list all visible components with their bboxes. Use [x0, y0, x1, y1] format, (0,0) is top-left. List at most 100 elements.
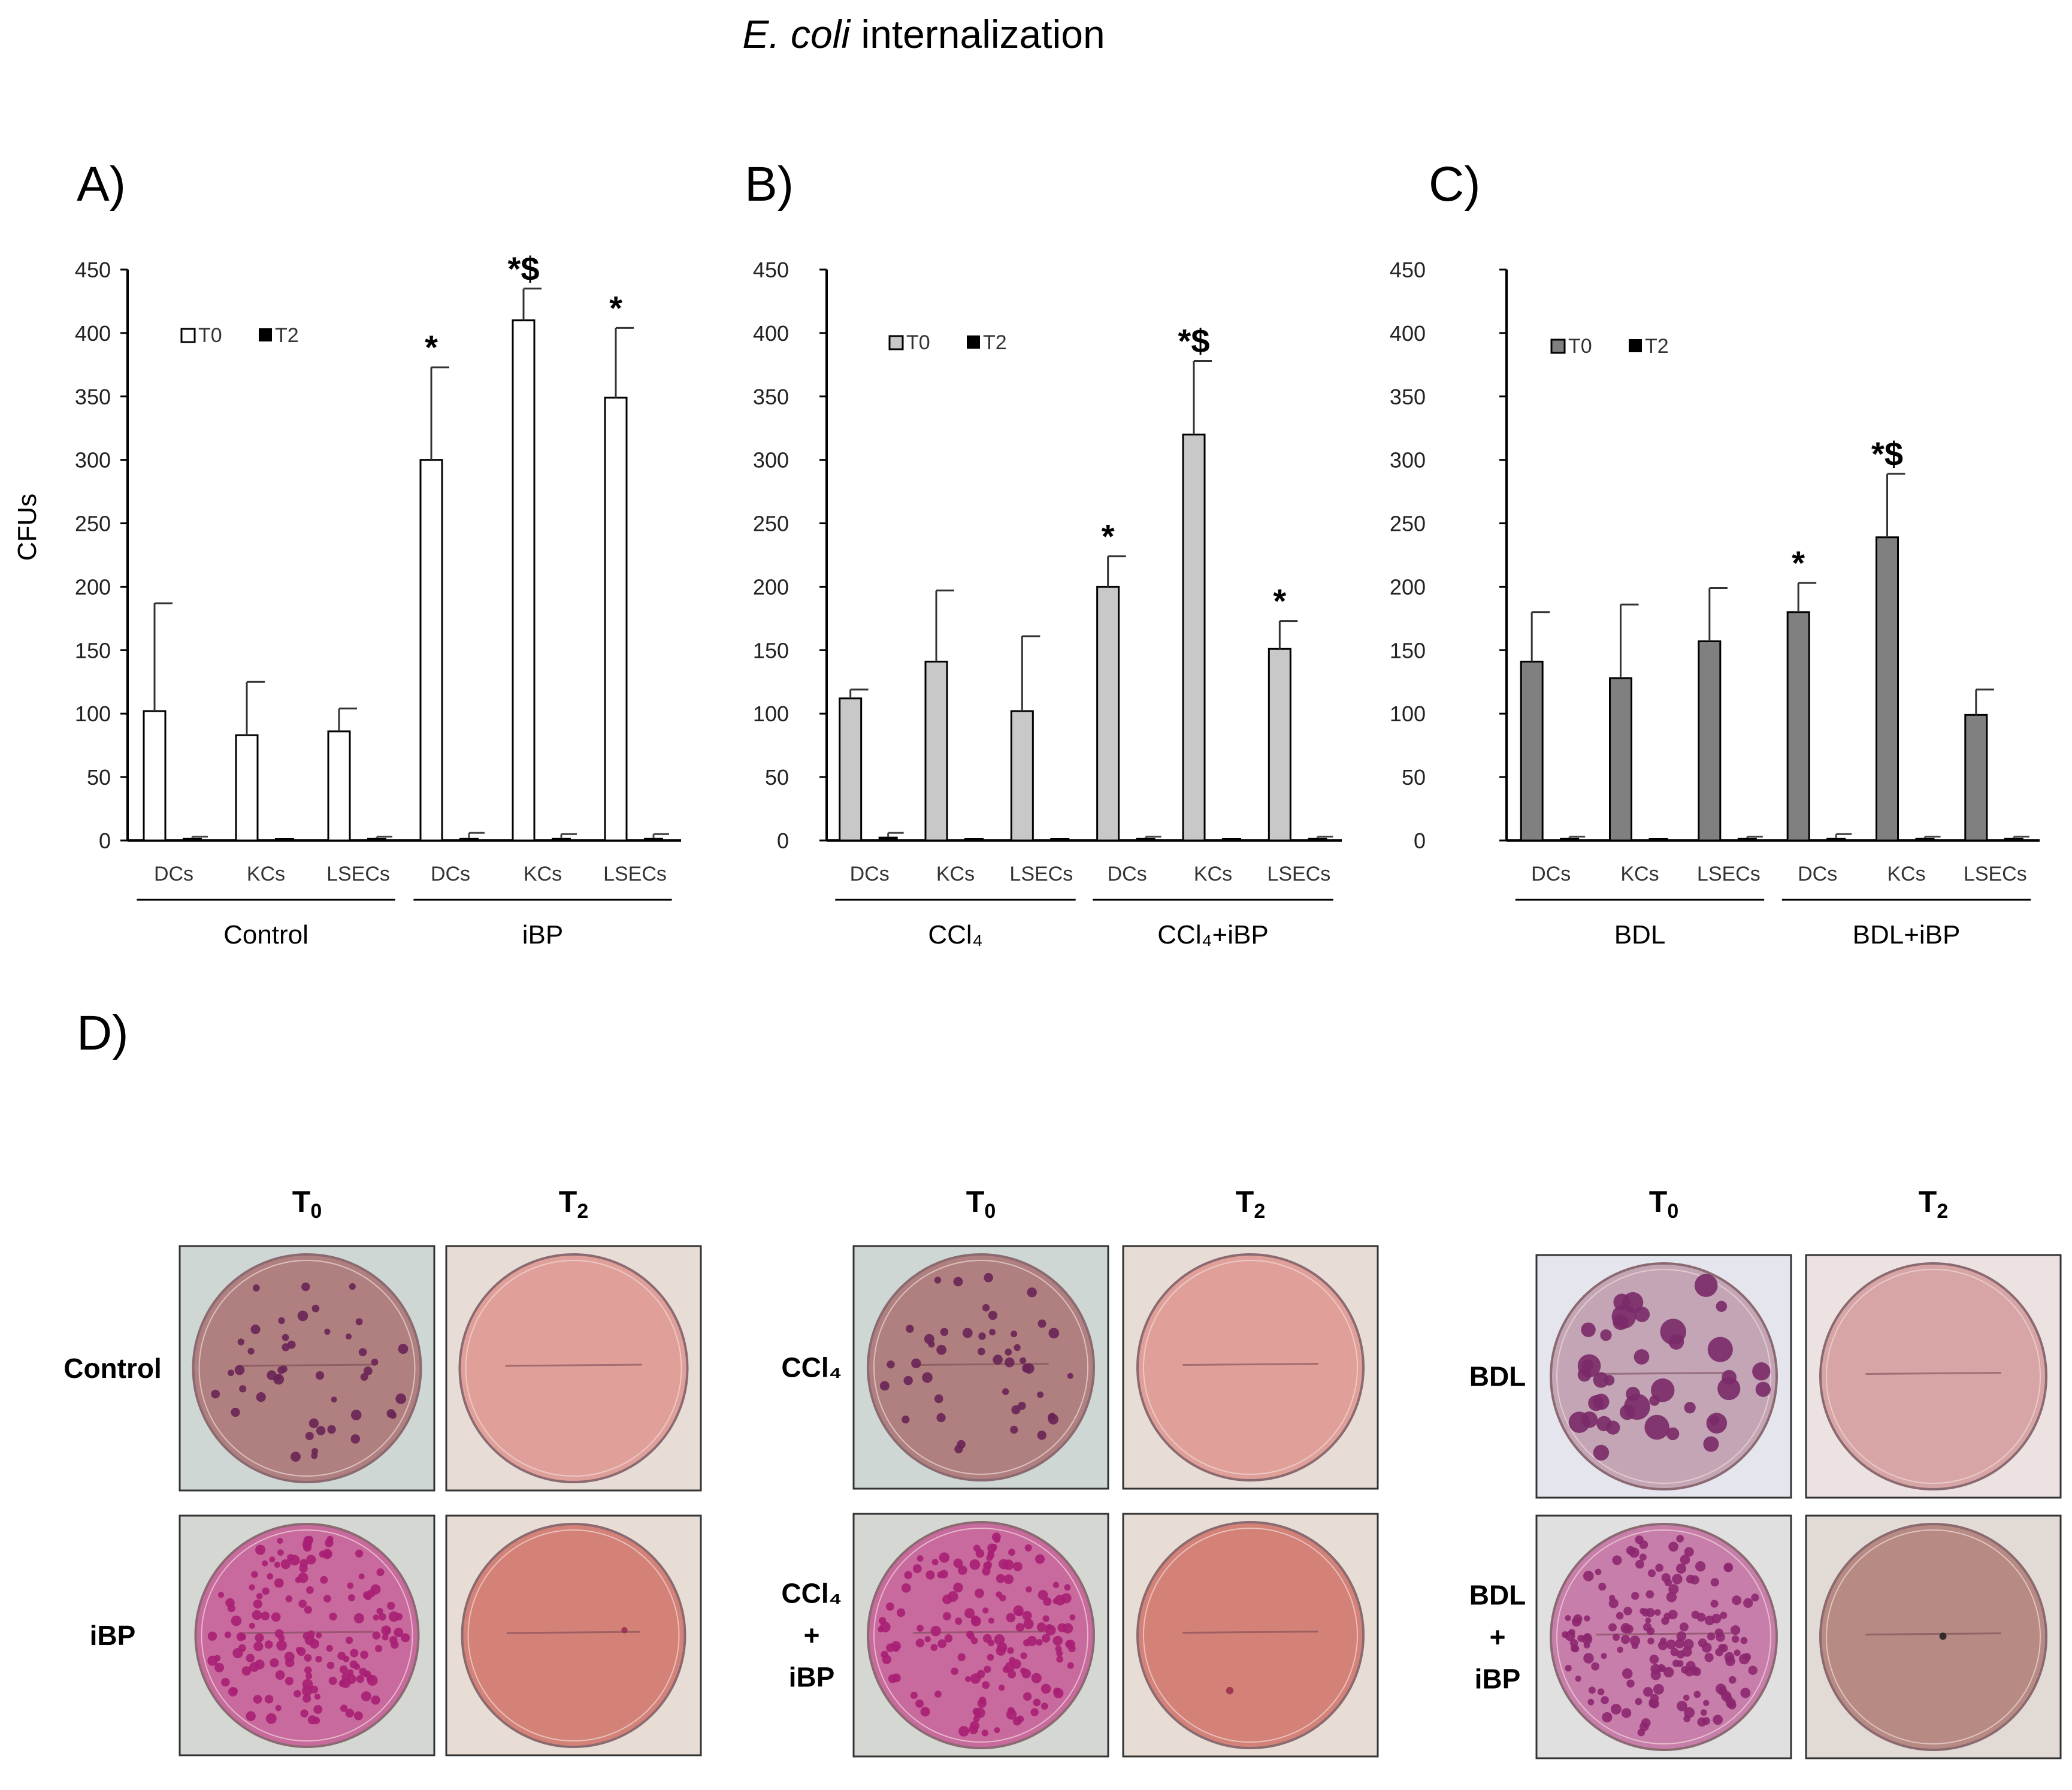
bacterial-colony — [958, 1653, 966, 1661]
bacterial-colony — [940, 1570, 948, 1579]
bacterial-colony — [282, 1334, 289, 1341]
bar-t0 — [236, 735, 258, 840]
bacterial-colony — [982, 1304, 990, 1311]
x-tick-label: KCs — [936, 863, 975, 885]
bacterial-colony — [387, 1602, 395, 1610]
bacterial-colony — [1572, 1617, 1581, 1626]
bacterial-colony — [340, 1704, 347, 1712]
bacterial-colony — [1729, 1676, 1737, 1684]
bacterial-colony — [1020, 1652, 1027, 1659]
bar-group — [1610, 604, 1668, 840]
x-tick-label: LSECs — [1009, 863, 1073, 885]
col-header-t2: T2 — [1919, 1185, 1948, 1223]
bacterial-colony — [1707, 1413, 1728, 1434]
petri-plates-panel: T0 T2 Control iBP T0 T2 CCl₄ CCl₄ + iBP T0 T2 BDL BDL… — [63, 1185, 2061, 1758]
bacterial-colony — [888, 1674, 897, 1683]
bacterial-colony — [999, 1559, 1009, 1569]
bacterial-colony — [1048, 1328, 1059, 1339]
bacterial-colony — [932, 1559, 939, 1565]
bacterial-colony — [1598, 1583, 1606, 1591]
bacterial-colony — [271, 1612, 281, 1622]
significance-mark: * — [1102, 518, 1115, 555]
figure-title-italic: E. coli — [742, 12, 851, 56]
bar-t0 — [1877, 537, 1898, 840]
bacterial-colony — [235, 1365, 245, 1375]
bacterial-colony — [1023, 1611, 1032, 1620]
bacterial-colony — [1584, 1615, 1590, 1621]
petri-plate-photo — [446, 1516, 701, 1755]
bacterial-colony — [306, 1555, 316, 1564]
plate-group-3: T0 T2BDLBDL+iBP — [1469, 1185, 2061, 1758]
bacterial-colony — [1041, 1703, 1048, 1710]
bacterial-colony — [1003, 1666, 1010, 1673]
bacterial-colony — [1569, 1411, 1590, 1433]
bacterial-colony — [1940, 1632, 1947, 1640]
bacterial-colony — [262, 1588, 269, 1595]
bacterial-colony — [247, 1348, 254, 1354]
bacterial-colony — [1589, 1686, 1596, 1694]
bacterial-colony — [1703, 1437, 1719, 1452]
bacterial-colony — [1749, 1666, 1758, 1675]
bacterial-colony — [911, 1692, 918, 1699]
bacterial-colony — [1622, 1668, 1633, 1679]
bacterial-colony — [1732, 1635, 1739, 1643]
bacterial-colony — [285, 1595, 292, 1602]
bar-t0 — [1787, 612, 1809, 840]
y-tick-label: 200 — [753, 575, 789, 599]
bacterial-colony — [1600, 1329, 1611, 1341]
bar-t2 — [964, 838, 984, 840]
bacterial-colony — [983, 1562, 991, 1570]
bacterial-colony — [339, 1680, 346, 1687]
bacterial-colony — [1565, 1615, 1571, 1621]
bacterial-colony — [1616, 1612, 1624, 1620]
bar-t0 — [1011, 711, 1033, 840]
bacterial-colony — [1715, 1648, 1723, 1656]
bacterial-colony — [1587, 1699, 1594, 1706]
bacterial-colony — [1041, 1684, 1051, 1694]
bar-group — [1965, 690, 2029, 840]
bacterial-colony — [1056, 1656, 1063, 1663]
bacterial-colony — [395, 1393, 406, 1404]
bacterial-colony — [1588, 1395, 1604, 1411]
legend: T0 T2 — [1551, 335, 1669, 358]
x-tick-label: DCs — [431, 863, 470, 885]
bacterial-colony — [917, 1555, 924, 1562]
bacterial-colony — [296, 1647, 302, 1653]
bacterial-colony — [265, 1640, 273, 1649]
bacterial-colony — [310, 1639, 319, 1649]
bar-t2 — [879, 837, 898, 840]
bacterial-colony — [238, 1338, 244, 1345]
bacterial-colony — [239, 1385, 246, 1392]
bacterial-colony — [1695, 1561, 1705, 1571]
bacterial-colony — [902, 1583, 911, 1593]
bacterial-colony — [305, 1432, 314, 1440]
x-tick-label: DCs — [154, 863, 193, 885]
bar-t2 — [552, 838, 571, 840]
bacterial-colony — [341, 1673, 350, 1681]
bacterial-colony — [364, 1366, 373, 1375]
bacterial-colony — [1661, 1617, 1669, 1625]
plate-group-1: T0 T2ControliBP — [63, 1185, 701, 1755]
bacterial-colony — [1005, 1348, 1012, 1356]
bacterial-colony — [301, 1283, 310, 1291]
bacterial-colony — [253, 1695, 262, 1704]
bacterial-colony — [1067, 1373, 1073, 1379]
bacterial-colony — [1644, 1415, 1669, 1440]
x-tick-label: LSECs — [1964, 863, 2027, 885]
bacterial-colony — [311, 1452, 317, 1459]
bacterial-colony — [376, 1608, 383, 1614]
bar-group: * — [605, 289, 669, 840]
bacterial-colony — [300, 1709, 308, 1717]
bacterial-colony — [320, 1576, 328, 1584]
bacterial-colony — [1623, 1607, 1632, 1615]
bacterial-colony — [1013, 1562, 1023, 1571]
bacterial-colony — [1756, 1382, 1771, 1397]
bacterial-colony — [349, 1283, 356, 1290]
bacterial-colony — [1609, 1595, 1616, 1601]
bacterial-colony — [323, 1595, 331, 1602]
bacterial-colony — [1657, 1664, 1665, 1672]
y-tick-label: 100 — [75, 702, 111, 726]
bacterial-colony — [266, 1713, 277, 1724]
bacterial-colony — [1650, 1655, 1659, 1664]
bacterial-colony — [1591, 1662, 1599, 1671]
